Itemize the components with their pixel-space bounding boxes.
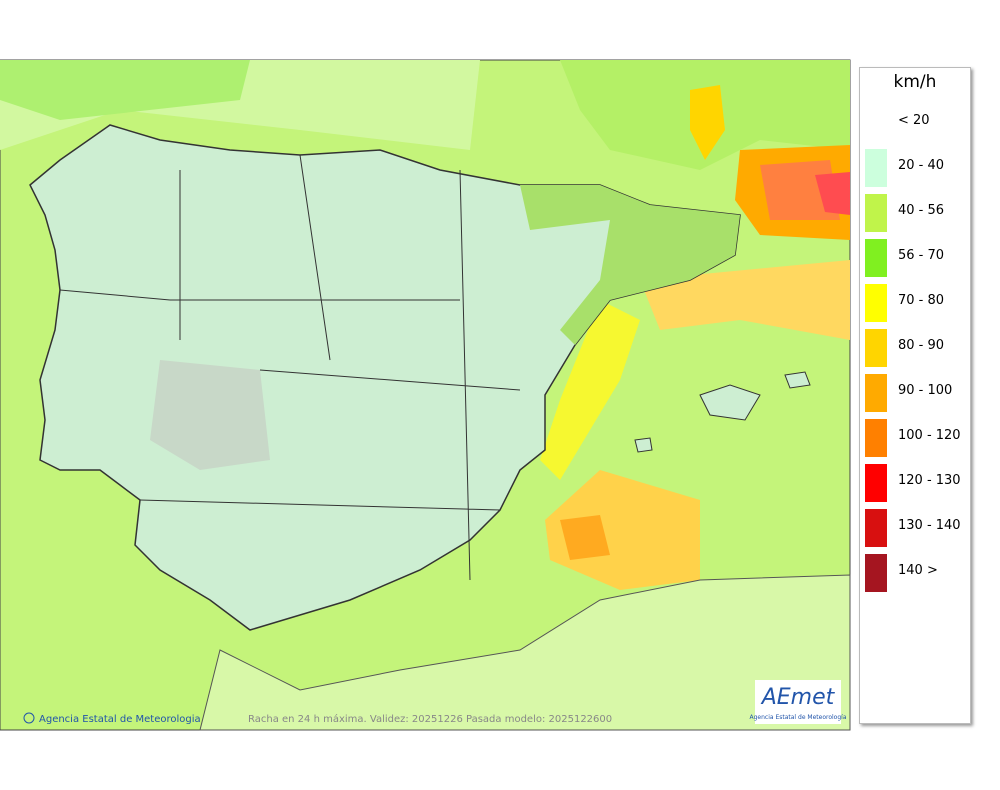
legend-label: 90 - 100 xyxy=(898,383,953,398)
wind-patch xyxy=(690,85,725,160)
legend-title: km/h xyxy=(893,72,937,92)
legend-label: 140 > xyxy=(898,563,938,578)
legend-swatch xyxy=(865,149,887,187)
legend-label: 56 - 70 xyxy=(898,248,945,263)
legend-label: 130 - 140 xyxy=(898,518,961,533)
legend-label: 70 - 80 xyxy=(898,293,945,308)
sea-area xyxy=(0,60,250,120)
legend-label: 80 - 90 xyxy=(898,338,945,353)
legend-swatch xyxy=(865,329,887,367)
legend-swatch xyxy=(865,239,887,277)
legend-swatch xyxy=(865,419,887,457)
legend-swatch xyxy=(865,509,887,547)
legend-label: < 20 xyxy=(898,113,930,128)
legend: km/h < 20 20 - 40 40 - 56 56 - 70 70 - 80 80 … xyxy=(859,67,971,724)
logo-subtitle: Agencia Estatal de Meteorología xyxy=(750,714,847,721)
legend-swatch xyxy=(865,284,887,322)
wind-patch xyxy=(545,470,700,590)
logo-box xyxy=(755,680,841,724)
map: Agencia Estatal de Meteorologia Racha en… xyxy=(0,59,851,731)
wind-patch xyxy=(520,185,740,345)
legend-swatch xyxy=(865,194,887,232)
legend-label: 120 - 130 xyxy=(898,473,961,488)
legend-swatch xyxy=(865,464,887,502)
caption: Racha en 24 h máxima. Validez: 20251226 … xyxy=(248,713,612,725)
legend-swatch xyxy=(865,374,887,412)
wind-patch xyxy=(815,172,850,215)
terrain xyxy=(150,360,270,470)
legend-label: 40 - 56 xyxy=(898,203,945,218)
logo-name: AEmet xyxy=(760,685,836,710)
credit: Agencia Estatal de Meteorologia xyxy=(39,714,201,725)
copyright-icon xyxy=(23,712,35,724)
wind-patch xyxy=(640,260,850,340)
peninsula xyxy=(29,124,741,631)
wind-patch xyxy=(540,300,640,480)
island xyxy=(634,371,811,453)
legend-label: 20 - 40 xyxy=(898,158,945,173)
wind-patch xyxy=(560,515,610,560)
border-line xyxy=(59,154,521,581)
legend-label: 100 - 120 xyxy=(898,428,961,443)
coast-africa xyxy=(199,574,851,731)
legend-swatch xyxy=(865,554,887,592)
